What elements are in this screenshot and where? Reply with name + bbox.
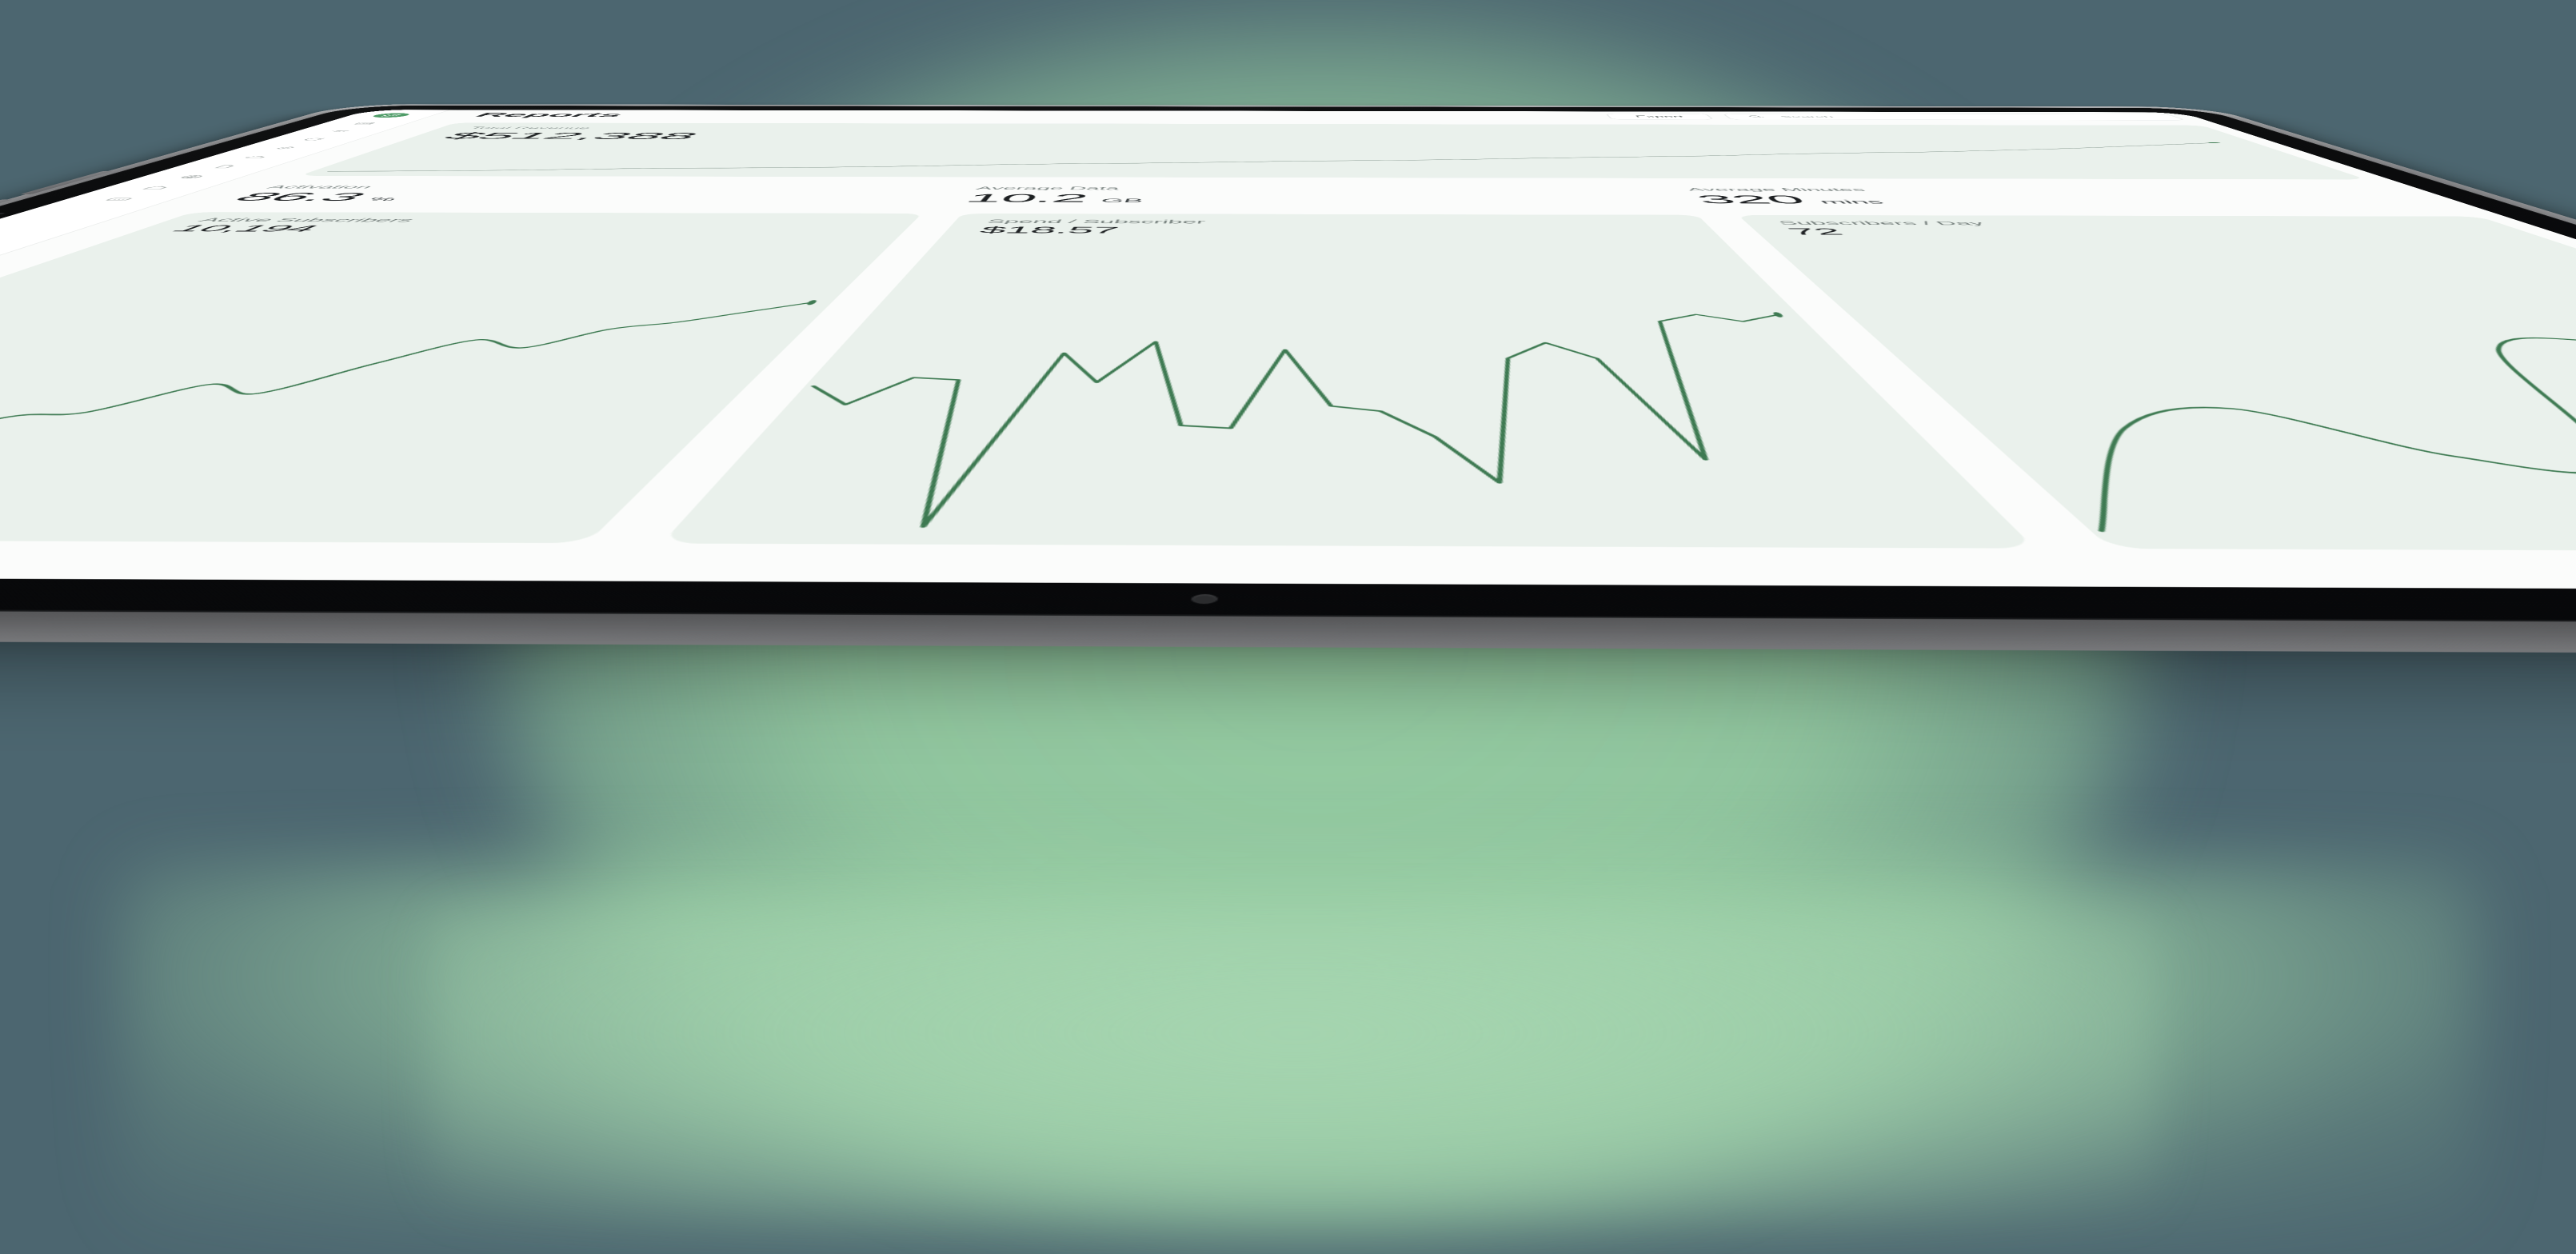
kpi-label: Average Data	[974, 186, 1120, 191]
kpi-value: 320	[1691, 193, 1811, 206]
card-label: Active Subscribers	[194, 217, 418, 223]
globe-icon	[174, 175, 210, 179]
card-label: Spend / Subscriber	[985, 218, 1206, 225]
home-icon	[138, 186, 175, 190]
leaf-logo-icon[interactable]	[367, 113, 415, 118]
sidebar-item-network[interactable]	[311, 129, 368, 134]
kpi-unit: GB	[1099, 198, 1144, 204]
search-input-placeholder[interactable]: Search	[1778, 115, 1835, 118]
total-revenue-value: $512,388	[434, 130, 705, 142]
document-icon	[207, 165, 242, 169]
kpi-activation: Activation 86.3 %	[219, 185, 975, 205]
active-subscribers-sparkline	[0, 283, 849, 543]
kpi-label: Activation	[263, 185, 377, 190]
sidebar-item-links[interactable]	[255, 145, 316, 150]
page-title: Reports	[469, 111, 629, 118]
sidebar	[0, 110, 451, 576]
active-subscribers-card[interactable]: Active Subscribers 10,194	[0, 212, 923, 544]
metric-cards-row: Active Subscribers 10,194 Spend / Subscr…	[0, 212, 2576, 557]
sidebar-item-documents[interactable]	[192, 163, 258, 170]
total-revenue-trend	[299, 135, 2366, 180]
card-label: Subscribers / Day	[1776, 220, 1988, 226]
front-camera-icon	[0, 213, 8, 215]
sidebar-item-sim[interactable]	[82, 195, 156, 203]
total-revenue-card[interactable]: Total Revenue $512,388	[298, 122, 2366, 180]
sim-card-icon	[99, 197, 138, 202]
sidebar-item-sync[interactable]	[284, 137, 343, 142]
sidebar-nav	[0, 121, 392, 524]
card-value: 72	[1783, 226, 1847, 238]
kpi-average-minutes: Average Minutes 320 mins	[1682, 187, 2451, 207]
sidebar-item-cloud[interactable]	[224, 154, 287, 160]
tablet-device: Reports Export	[0, 104, 2576, 659]
subscribers-per-day-card[interactable]: Subscribers / Day 72	[1737, 214, 2576, 554]
spend-per-subscriber-sparkline	[661, 285, 2035, 548]
kpi-average-data: Average Data 10.2 GB	[957, 186, 1701, 206]
subscribers-per-day-sparkline	[1819, 287, 2576, 553]
sidebar-item-home[interactable]	[121, 184, 192, 191]
cloud-icon	[239, 155, 273, 158]
spend-per-subscriber-card[interactable]: Spend / Subscriber $18.57	[661, 213, 2035, 549]
search-icon	[1745, 115, 1766, 118]
kpi-row: Activation 86.3 % Average Data	[193, 176, 2479, 217]
tablet-screen: Reports Export	[0, 110, 2576, 593]
kpi-unit: mins	[1816, 198, 1887, 206]
tablet-bezel: Reports Export	[0, 105, 2576, 627]
kpi-value: 86.3	[223, 190, 377, 204]
kpi-label: Average Minutes	[1685, 187, 1868, 193]
card-value: $18.57	[976, 225, 1120, 236]
main-content: Reports Export	[0, 110, 2576, 593]
link-chain-icon	[270, 146, 302, 150]
search-box[interactable]: Search	[1722, 114, 2187, 120]
sidebar-item-global[interactable]	[158, 174, 226, 180]
chart-bars-icon	[350, 122, 379, 126]
home-indicator	[1190, 593, 1219, 605]
refresh-sync-icon	[298, 138, 329, 141]
signal-wifi-icon	[325, 130, 354, 133]
kpi-unit: %	[362, 196, 403, 202]
header-actions: Export Search	[1605, 114, 2187, 120]
dashboard-body: Total Revenue $512,388 Activation	[0, 119, 2576, 593]
kpi-value: 10.2	[961, 191, 1091, 205]
card-value: 10,194	[163, 223, 326, 234]
export-button[interactable]: Export	[1605, 113, 1715, 120]
sidebar-item-analytics[interactable]	[337, 121, 393, 126]
